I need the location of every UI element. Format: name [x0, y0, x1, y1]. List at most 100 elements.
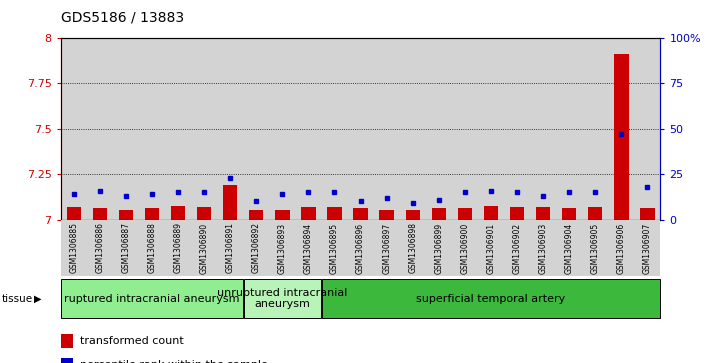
Bar [400, 38, 426, 220]
Text: GSM1306902: GSM1306902 [513, 223, 521, 274]
Text: GSM1306904: GSM1306904 [565, 223, 573, 274]
Text: GSM1306906: GSM1306906 [617, 223, 626, 274]
Bar [269, 220, 296, 276]
Text: ruptured intracranial aneurysm: ruptured intracranial aneurysm [64, 294, 240, 303]
Bar [66, 207, 81, 220]
Text: ▶: ▶ [34, 294, 42, 303]
Bar [556, 220, 582, 276]
Bar [458, 208, 472, 220]
Text: GSM1306891: GSM1306891 [226, 223, 235, 273]
Text: GSM1306905: GSM1306905 [590, 223, 600, 274]
Text: percentile rank within the sample: percentile rank within the sample [80, 360, 268, 363]
Text: superficial temporal artery: superficial temporal artery [416, 294, 565, 303]
Bar [640, 208, 655, 220]
Bar [582, 220, 608, 276]
Bar [484, 206, 498, 220]
Bar [379, 210, 394, 220]
Bar [634, 220, 660, 276]
Bar [119, 210, 133, 220]
Text: GSM1306901: GSM1306901 [486, 223, 496, 274]
Bar [536, 207, 550, 220]
Bar [426, 38, 452, 220]
Bar [327, 207, 342, 220]
Text: GSM1306903: GSM1306903 [538, 223, 548, 274]
Text: GSM1306886: GSM1306886 [95, 223, 104, 273]
FancyBboxPatch shape [243, 280, 321, 318]
Bar [301, 207, 316, 220]
Bar [191, 220, 217, 276]
Text: GSM1306900: GSM1306900 [461, 223, 469, 274]
FancyBboxPatch shape [322, 280, 660, 318]
Bar [426, 220, 452, 276]
Text: GSM1306888: GSM1306888 [148, 223, 156, 273]
Bar [348, 220, 373, 276]
Text: GSM1306907: GSM1306907 [643, 223, 652, 274]
Bar [478, 220, 504, 276]
Bar [217, 220, 243, 276]
Bar [243, 38, 269, 220]
Text: GSM1306896: GSM1306896 [356, 223, 365, 274]
Bar [608, 38, 634, 220]
Text: transformed count: transformed count [80, 336, 184, 346]
Bar [217, 38, 243, 220]
Bar [510, 207, 524, 220]
Bar [61, 334, 74, 348]
Bar [171, 206, 185, 220]
Bar [530, 220, 556, 276]
Text: tissue: tissue [2, 294, 34, 303]
Bar [353, 208, 368, 220]
Bar [145, 208, 159, 220]
Bar [562, 208, 576, 220]
Text: GSM1306895: GSM1306895 [330, 223, 339, 274]
Bar [406, 210, 420, 220]
Bar [296, 220, 321, 276]
Bar [556, 38, 582, 220]
Text: GSM1306894: GSM1306894 [304, 223, 313, 274]
Bar [61, 38, 87, 220]
Text: GDS5186 / 13883: GDS5186 / 13883 [61, 11, 183, 25]
Bar [530, 38, 556, 220]
Text: GSM1306897: GSM1306897 [382, 223, 391, 274]
Bar [61, 358, 74, 363]
Bar [191, 38, 217, 220]
Bar [452, 38, 478, 220]
Bar [165, 220, 191, 276]
FancyBboxPatch shape [61, 280, 243, 318]
Bar [452, 220, 478, 276]
Text: GSM1306885: GSM1306885 [69, 223, 79, 273]
Bar [373, 38, 400, 220]
Text: GSM1306892: GSM1306892 [252, 223, 261, 273]
Bar [432, 208, 446, 220]
Bar [634, 38, 660, 220]
Bar [249, 210, 263, 220]
Text: GSM1306893: GSM1306893 [278, 223, 287, 274]
Text: GSM1306898: GSM1306898 [408, 223, 417, 273]
Bar [504, 38, 530, 220]
Text: unruptured intracranial
aneurysm: unruptured intracranial aneurysm [217, 288, 348, 309]
Bar [243, 220, 269, 276]
Bar [113, 38, 139, 220]
Bar [87, 38, 113, 220]
Bar [296, 38, 321, 220]
Bar [197, 207, 211, 220]
Bar [582, 38, 608, 220]
Text: GSM1306889: GSM1306889 [174, 223, 183, 273]
Bar [139, 220, 165, 276]
Bar [87, 220, 113, 276]
Bar [321, 38, 348, 220]
Bar [139, 38, 165, 220]
Bar [614, 54, 628, 220]
Bar [348, 38, 373, 220]
Bar [269, 38, 296, 220]
Bar [588, 207, 603, 220]
Bar [93, 208, 107, 220]
Text: GSM1306890: GSM1306890 [200, 223, 208, 274]
Bar [400, 220, 426, 276]
Bar [478, 38, 504, 220]
Bar [113, 220, 139, 276]
Bar [321, 220, 348, 276]
Bar [61, 220, 87, 276]
Bar [608, 220, 634, 276]
Bar [223, 185, 237, 220]
Bar [165, 38, 191, 220]
